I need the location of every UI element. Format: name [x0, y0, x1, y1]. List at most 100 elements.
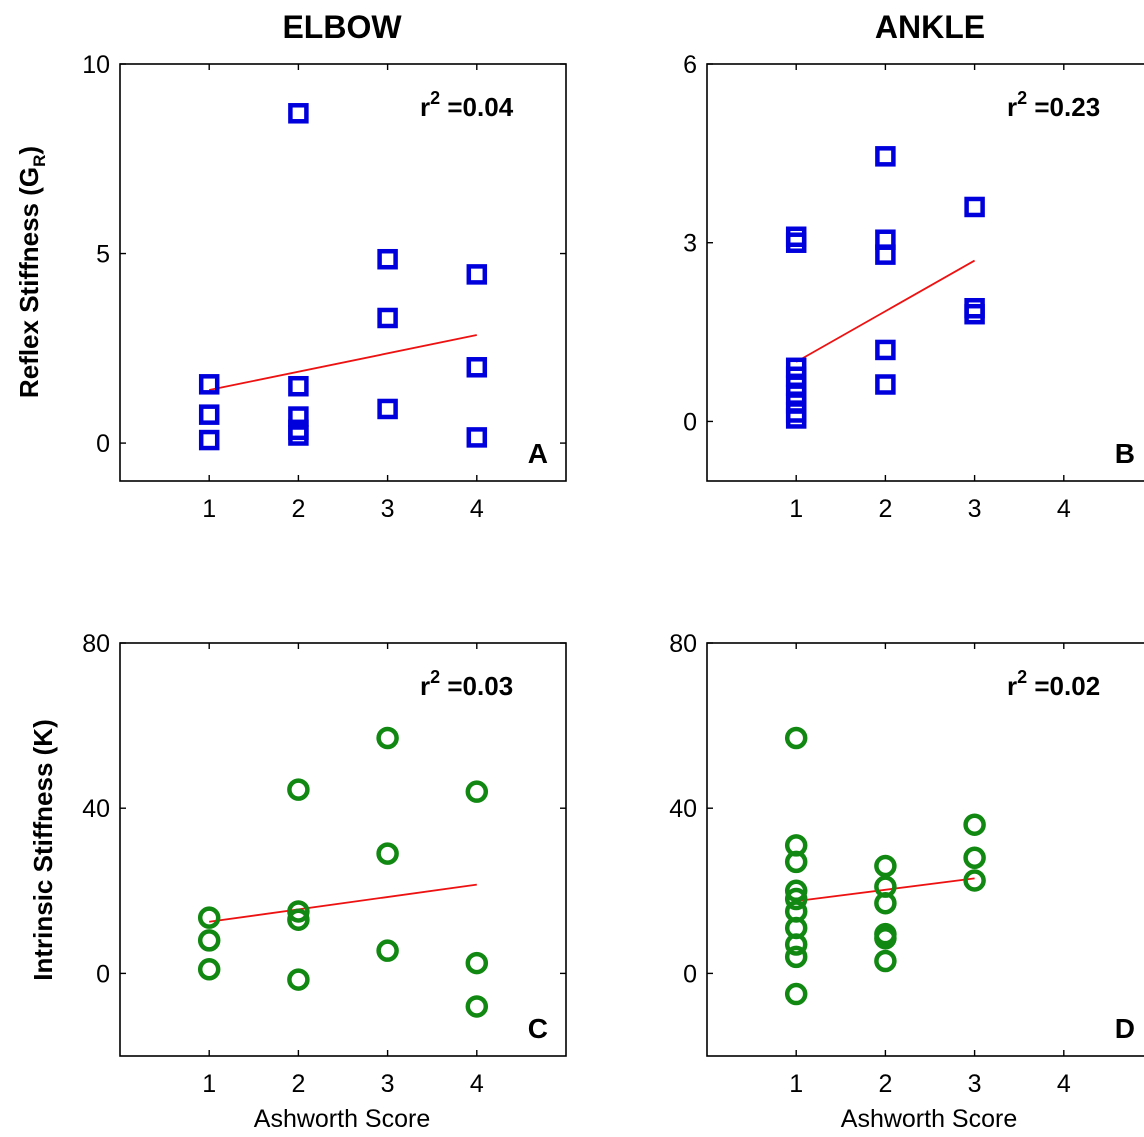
ylabel-reflex-stiffness: Reflex Stiffness (GR)	[14, 146, 49, 398]
panel-a: 1 2 3 4 0 5 10 r2 =0.04 A	[82, 51, 567, 523]
panel-c-circle-point	[465, 995, 489, 1018]
panel-d-circle-point	[963, 813, 986, 836]
panel-c-circle-point	[465, 780, 489, 803]
panel-a-xtick-label: 1	[202, 495, 216, 523]
panel-d-fit-line	[796, 877, 975, 903]
panel-d-axes-box	[706, 642, 1144, 1057]
ylabel-reflex-close: )	[14, 146, 44, 155]
panel-a-square-point	[288, 406, 309, 427]
panel-a-ytick-label: 5	[96, 241, 110, 269]
panel-c-circle-point	[287, 900, 310, 923]
panel-c-circle-point	[465, 951, 489, 975]
panel-c-xlabel: Ashworth Score	[254, 1105, 430, 1133]
panel-b: 1 2 3 4 0 3 6 r2 =0.23 B	[683, 51, 1144, 523]
ylabel-reflex-sub: R	[30, 155, 49, 167]
panel-a-axes-box	[119, 63, 567, 482]
panel-d-ytick-label: 80	[669, 630, 697, 658]
panel-b-letter: B	[1115, 438, 1135, 469]
panel-b-square-point	[875, 339, 896, 361]
panel-c-circle-point	[376, 939, 399, 962]
panel-b-r2-annotation: r2 =0.23	[1007, 88, 1100, 122]
ylabel-intrinsic-stiffness: Intrinsic Stiffness (K)	[28, 719, 58, 980]
panel-b-fit-line	[795, 259, 976, 363]
column-title-ankle: ANKLE	[875, 9, 985, 45]
panel-a-square-point	[377, 398, 398, 420]
panel-c-xtick-label: 3	[381, 1070, 395, 1098]
panel-c-letter: C	[528, 1013, 548, 1044]
panel-c-circle-point	[197, 958, 221, 981]
panel-c-circle-point	[376, 726, 399, 750]
panel-d-circle-point	[784, 982, 808, 1006]
panel-d-xtick-label: 3	[968, 1070, 982, 1098]
panel-c-circle-point	[287, 908, 310, 931]
panel-c-fit-line	[209, 883, 477, 923]
panel-a-xtick-label: 4	[470, 495, 484, 523]
panel-d-xlabel: Ashworth Score	[841, 1105, 1017, 1133]
panel-c-xtick-label: 2	[291, 1070, 305, 1098]
column-title-elbow: ELBOW	[282, 9, 402, 45]
panel-d-circle-point	[874, 927, 897, 950]
panel-d-circle-point	[784, 850, 808, 874]
panel-d-r2-annotation: r2 =0.02	[1007, 667, 1100, 701]
panel-d-circle-point	[784, 945, 808, 969]
panel-a-square-point	[288, 425, 309, 446]
panel-b-square-point	[964, 196, 985, 218]
panel-b-xtick-label: 4	[1057, 495, 1071, 523]
panel-d-xtick-label: 4	[1057, 1070, 1071, 1098]
panel-d-circle-point	[784, 933, 808, 956]
panel-b-square-point	[875, 374, 896, 395]
panel-b-ytick-label: 0	[683, 408, 697, 436]
panel-a-square-point	[466, 264, 488, 285]
panel-d-circle-point	[963, 869, 986, 892]
panel-c-xtick-label: 1	[202, 1070, 216, 1098]
panel-d-circle-point	[784, 726, 808, 750]
panel-a-fit-line	[209, 334, 477, 391]
panel-a-square-point	[288, 103, 309, 124]
panel-a-r2-annotation: r2 =0.04	[420, 88, 514, 122]
panel-c-ytick-label: 80	[82, 630, 110, 658]
panel-a-square-point	[288, 375, 309, 397]
panel-d-circle-point	[963, 846, 986, 870]
panel-c-r2-annotation: r2 =0.03	[420, 667, 513, 701]
panel-b-xtick-label: 3	[968, 495, 982, 523]
panel-d-circle-point	[874, 854, 897, 878]
panel-b-axes-box	[706, 63, 1144, 482]
panel-d-circle-point	[874, 891, 897, 915]
panel-c-axes-box	[119, 642, 567, 1057]
panel-d-ytick-label: 40	[669, 795, 697, 823]
panel-a-square-point	[377, 248, 398, 270]
panel-a-ytick-label: 10	[82, 51, 110, 79]
panel-c-circle-point	[287, 968, 310, 991]
panel-a-square-point	[198, 404, 220, 425]
panel-b-square-point	[875, 146, 896, 167]
panel-b-ytick-label: 3	[683, 230, 697, 258]
panel-d-letter: D	[1115, 1013, 1135, 1044]
panel-d-xtick-label: 2	[878, 1070, 892, 1098]
panel-d-xtick-label: 1	[789, 1070, 803, 1098]
panel-a-letter: A	[528, 438, 548, 469]
panel-c-xtick-label: 4	[470, 1070, 484, 1098]
panel-d-ytick-label: 0	[683, 960, 697, 988]
panel-c-circle-point	[287, 778, 310, 801]
panel-a-square-point	[466, 427, 488, 448]
panel-d-circle-point	[784, 887, 808, 911]
panel-c-ytick-label: 0	[96, 960, 110, 988]
panel-b-square-point	[785, 232, 807, 253]
panel-b-square-point	[785, 408, 807, 429]
panel-a-square-point	[198, 374, 220, 395]
ylabel-reflex-main: Reflex Stiffness (G	[14, 167, 44, 398]
panel-a-xtick-label: 2	[291, 495, 305, 523]
panel-d-circle-point	[874, 949, 897, 973]
panel-b-ytick-label: 6	[683, 51, 697, 79]
panel-a-ytick-label: 0	[96, 430, 110, 458]
panel-b-square-point	[875, 244, 896, 265]
panel-c-circle-point	[197, 906, 221, 929]
panel-c-circle-point	[376, 842, 399, 865]
panel-a-square-point	[198, 429, 220, 451]
panel-b-xtick-label: 1	[789, 495, 803, 523]
panel-a-square-point	[466, 357, 488, 378]
